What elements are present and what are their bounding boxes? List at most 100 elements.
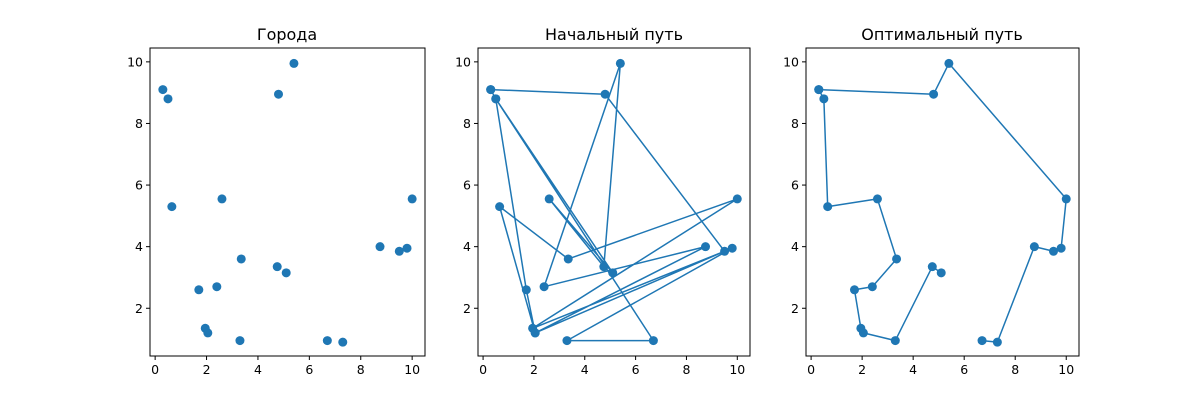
data-point	[281, 268, 291, 278]
y-tick-label: 10	[783, 54, 799, 69]
data-point	[530, 328, 540, 338]
data-point	[849, 285, 859, 295]
panel-initial-path: Начальный путь 0 2 4 6 8 10 2 4 6 8 10	[455, 25, 751, 377]
data-point	[872, 194, 882, 204]
data-point	[615, 58, 625, 68]
data-point	[495, 202, 505, 212]
data-point	[992, 337, 1002, 347]
data-point	[486, 85, 496, 95]
y-tick-label: 8	[135, 116, 143, 131]
data-point	[203, 328, 213, 338]
y-tick-label: 10	[455, 54, 471, 69]
axis-ticks: 0 2 4 6 8 10 2 4 6 8 10	[455, 54, 745, 377]
data-point	[1061, 194, 1071, 204]
y-tick-label: 6	[463, 178, 471, 193]
y-tick-label: 6	[135, 178, 143, 193]
data-point	[1048, 246, 1058, 256]
data-point	[867, 282, 877, 292]
y-tick-label: 4	[463, 239, 471, 254]
data-point	[338, 337, 348, 347]
panel-optimal-path: Оптимальный путь 0 2 4 6 8 10 2 4 6 8 10	[783, 25, 1080, 377]
axis-ticks: 0 2 4 6 8 10 2 4 6 8 10	[127, 54, 420, 377]
data-point	[608, 268, 618, 278]
axis-ticks: 0 2 4 6 8 10 2 4 6 8 10	[783, 54, 1074, 377]
data-point	[163, 94, 173, 104]
data-marks	[158, 58, 417, 347]
data-point	[890, 336, 900, 346]
data-point	[563, 254, 573, 264]
data-point	[322, 336, 332, 346]
x-tick-label: 4	[254, 362, 262, 377]
x-tick-label: 2	[858, 362, 866, 377]
x-tick-label: 10	[1058, 362, 1074, 377]
data-point	[1029, 242, 1039, 252]
data-point	[856, 323, 866, 333]
axes-frame	[149, 47, 426, 357]
x-tick-label: 4	[581, 362, 589, 377]
data-point	[732, 194, 742, 204]
data-point	[599, 262, 609, 272]
y-tick-label: 4	[135, 239, 143, 254]
data-point	[727, 243, 737, 253]
data-point	[929, 89, 939, 99]
data-point	[977, 336, 987, 346]
series-line	[818, 89, 942, 342]
data-point	[814, 85, 824, 95]
data-marks	[486, 58, 742, 346]
data-point	[819, 94, 829, 104]
data-point	[289, 58, 299, 68]
data-point	[562, 336, 572, 346]
y-tick-label: 2	[791, 301, 799, 316]
data-point	[1056, 243, 1066, 253]
x-tick-label: 10	[729, 362, 745, 377]
data-point	[936, 268, 946, 278]
data-point	[600, 89, 610, 99]
y-tick-label: 2	[463, 301, 471, 316]
x-tick-label: 8	[682, 362, 690, 377]
y-tick-label: 8	[791, 116, 799, 131]
data-point	[701, 242, 711, 252]
data-point	[407, 194, 417, 204]
y-tick-label: 6	[791, 178, 799, 193]
x-tick-label: 8	[357, 362, 365, 377]
x-tick-label: 0	[807, 362, 815, 377]
data-point	[944, 58, 954, 68]
data-point	[167, 202, 177, 212]
data-point	[212, 282, 222, 292]
x-tick-label: 0	[479, 362, 487, 377]
data-point	[491, 94, 501, 104]
data-point	[158, 85, 168, 95]
data-point	[892, 254, 902, 264]
x-tick-label: 4	[909, 362, 917, 377]
y-tick-label: 8	[463, 116, 471, 131]
x-tick-label: 6	[305, 362, 313, 377]
y-tick-label: 10	[127, 54, 143, 69]
panel-title: Оптимальный путь	[861, 25, 1023, 44]
data-point	[544, 194, 554, 204]
data-point	[539, 282, 549, 292]
data-point	[217, 194, 227, 204]
data-point	[274, 89, 283, 99]
data-point	[927, 262, 937, 272]
data-point	[823, 202, 833, 212]
panel-cities: Города 0 2 4 6 8 10 2 4 6 8 10	[127, 25, 426, 377]
data-point	[272, 262, 282, 272]
x-tick-label: 2	[530, 362, 538, 377]
data-point	[236, 254, 246, 264]
panel-title: Города	[257, 25, 317, 44]
x-tick-label: 2	[203, 362, 211, 377]
x-tick-label: 0	[151, 362, 159, 377]
data-point	[194, 285, 204, 295]
panel-title: Начальный путь	[545, 25, 683, 44]
x-tick-label: 8	[1011, 362, 1019, 377]
x-tick-label: 6	[632, 362, 640, 377]
data-point	[521, 285, 531, 295]
x-tick-label: 10	[404, 362, 420, 377]
axes-frame	[477, 47, 751, 357]
data-point	[394, 246, 404, 256]
axes-frame	[805, 47, 1080, 357]
data-point	[235, 336, 245, 346]
data-point	[648, 336, 658, 346]
data-point	[375, 242, 385, 252]
